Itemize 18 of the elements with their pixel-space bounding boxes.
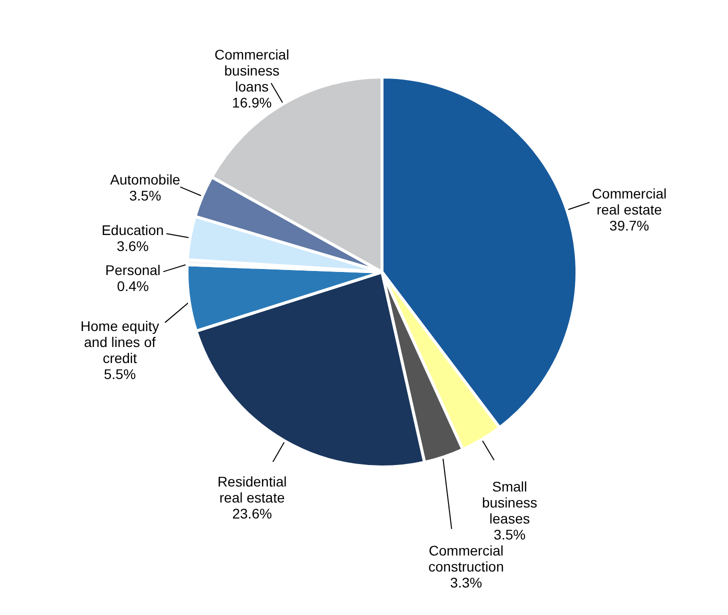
data-label: 3.3% [450,574,482,591]
slice-label: Home equity and lines of credit [80,318,160,366]
data-label: 0.4% [116,278,149,294]
slice-label: Small business leases [482,478,538,527]
data-label: 39.7% [609,218,650,234]
data-label: 3.6% [116,238,149,254]
slice-label: Commercial business loans [214,46,290,95]
slice-label: Commercial real estate [592,186,667,218]
slice-label: Education [102,222,164,238]
data-label: 16.9% [232,94,272,111]
data-label: 5.5% [104,366,136,382]
slice-label: Commercial construction [428,542,504,575]
data-label: 3.5% [494,526,526,543]
data-label: 3.5% [129,188,162,204]
slice-label: Automobile [110,172,180,188]
slice-label: Residential real estate [217,474,287,506]
data-label: 23.6% [232,506,272,522]
slice-label: Personal [105,262,161,278]
